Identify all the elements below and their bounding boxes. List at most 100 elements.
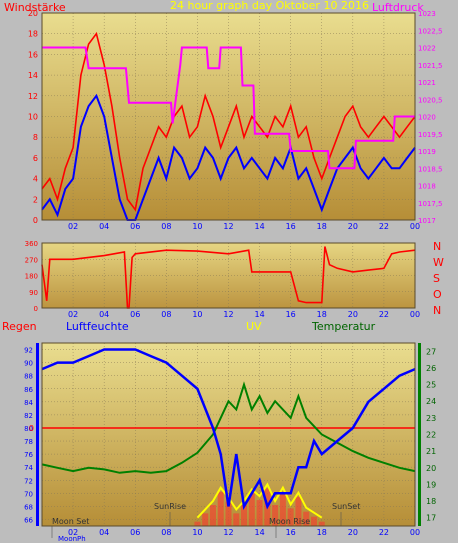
wind-tick-label: 8 bbox=[33, 133, 38, 142]
x-tick-label: 04 bbox=[99, 528, 109, 537]
sunrise-label: SunRise bbox=[154, 502, 186, 511]
solar-bar bbox=[233, 513, 240, 526]
humidity-tick-label: 76 bbox=[24, 451, 33, 459]
uv-line bbox=[196, 482, 323, 519]
temperature-tick-label: 19 bbox=[426, 480, 436, 489]
solar-bar bbox=[295, 496, 302, 526]
x-tick-label: 12 bbox=[223, 528, 233, 537]
temperature-tick-label: 18 bbox=[426, 497, 436, 506]
x-tick-label: 18 bbox=[317, 310, 327, 319]
humidity-title: Luftfeuchte bbox=[66, 320, 129, 333]
temperature-title: Temperatur bbox=[311, 320, 376, 333]
wind-tick-label: 18 bbox=[28, 30, 38, 39]
wind-tick-label: 10 bbox=[28, 113, 38, 122]
humidity-line bbox=[41, 348, 416, 511]
x-tick-label: 22 bbox=[379, 222, 389, 231]
temperature-tick-label: 20 bbox=[426, 464, 436, 473]
temperature-line bbox=[41, 381, 416, 474]
humidity-tick-label: 80 bbox=[24, 425, 33, 433]
direction-tick-label: 270 bbox=[25, 256, 38, 264]
pressure-tick-label: 1020 bbox=[418, 114, 436, 122]
wind-direction-line bbox=[41, 246, 416, 309]
x-tick-label: 08 bbox=[161, 222, 171, 231]
x-tick-label: 20 bbox=[348, 528, 358, 537]
wind-speed-line bbox=[41, 31, 416, 212]
humidity-tick-label: 70 bbox=[24, 490, 33, 498]
direction-tick-label: 90 bbox=[29, 289, 38, 297]
humidity-tick-label: 88 bbox=[24, 373, 33, 381]
wind-average-line bbox=[41, 93, 416, 221]
pressure-tick-label: 1020,5 bbox=[418, 96, 443, 104]
humidity-tick-label: 68 bbox=[24, 503, 33, 511]
x-tick-label: 02 bbox=[68, 222, 78, 231]
direction-label: O bbox=[433, 288, 442, 301]
wind-tick-label: 14 bbox=[28, 71, 38, 80]
x-tick-label: 06 bbox=[130, 528, 140, 537]
solar-bar bbox=[256, 500, 263, 526]
solar-bar bbox=[209, 505, 216, 526]
wind-tick-label: 2 bbox=[33, 195, 38, 204]
temperature-tick-label: 17 bbox=[426, 514, 436, 523]
pressure-tick-label: 1017 bbox=[418, 217, 436, 225]
direction-label: N bbox=[433, 240, 441, 253]
solar-bar bbox=[225, 501, 232, 526]
solar-bar bbox=[303, 511, 310, 526]
temperature-tick-label: 24 bbox=[426, 397, 436, 406]
humidity-tick-label: 78 bbox=[24, 438, 33, 446]
pressure-line bbox=[42, 46, 415, 170]
x-tick-label: 06 bbox=[130, 310, 140, 319]
wind-tick-label: 4 bbox=[33, 175, 38, 184]
humidity-tick-label: 74 bbox=[24, 464, 33, 472]
x-tick-label: 18 bbox=[317, 528, 327, 537]
temperature-axis-bar bbox=[418, 343, 421, 526]
x-tick-label: 16 bbox=[286, 222, 296, 231]
x-tick-label: 12 bbox=[223, 222, 233, 231]
x-tick-label: 06 bbox=[130, 222, 140, 231]
x-tick-label: 12 bbox=[223, 310, 233, 319]
pressure-tick-label: 1023 bbox=[418, 10, 436, 18]
x-tick-label: 04 bbox=[99, 222, 109, 231]
pressure-title: Luftdruck bbox=[372, 1, 424, 14]
x-tick-label: 02 bbox=[68, 528, 78, 537]
wind-title: Windstärke bbox=[4, 1, 66, 14]
humidity-tick-label: 90 bbox=[24, 360, 33, 368]
x-tick-label: 10 bbox=[192, 528, 202, 537]
solar-bar bbox=[202, 513, 209, 526]
uv-title: UV bbox=[246, 320, 262, 333]
x-tick-label: 22 bbox=[379, 528, 389, 537]
pressure-tick-label: 1022,5 bbox=[418, 27, 443, 35]
x-tick-label: 00 bbox=[410, 310, 420, 319]
wind-plot-frame bbox=[41, 12, 416, 221]
pressure-tick-label: 1019,5 bbox=[418, 131, 443, 139]
rain-value-label: 0 bbox=[29, 424, 34, 433]
wind-tick-label: 0 bbox=[33, 216, 38, 225]
humidity-tick-label: 86 bbox=[24, 386, 33, 394]
moonset-label: Moon Set bbox=[52, 517, 89, 526]
pressure-tick-label: 1018 bbox=[418, 183, 436, 191]
solar-bar bbox=[318, 521, 325, 526]
wind-tick-label: 12 bbox=[28, 92, 38, 101]
solar-bar bbox=[241, 505, 248, 526]
humidity-tick-label: 82 bbox=[24, 412, 33, 420]
x-tick-label: 10 bbox=[192, 310, 202, 319]
x-tick-label: 04 bbox=[99, 310, 109, 319]
x-tick-label: 10 bbox=[192, 222, 202, 231]
x-tick-label: 08 bbox=[161, 528, 171, 537]
solar-bar bbox=[194, 521, 201, 526]
temperature-tick-label: 26 bbox=[426, 364, 436, 373]
x-tick-label: 14 bbox=[254, 528, 264, 537]
temperature-tick-label: 23 bbox=[426, 414, 436, 423]
pressure-tick-label: 1019 bbox=[418, 148, 436, 156]
solar-bar bbox=[248, 493, 255, 526]
humidity-tick-label: 84 bbox=[24, 399, 33, 407]
direction-label: S bbox=[433, 272, 440, 285]
solar-bar bbox=[279, 491, 286, 526]
solar-bar bbox=[217, 491, 224, 526]
x-tick-label: 14 bbox=[254, 222, 264, 231]
humidity-tick-label: 72 bbox=[24, 477, 33, 485]
wind-tick-label: 6 bbox=[33, 154, 38, 163]
x-tick-label: 02 bbox=[68, 310, 78, 319]
x-tick-label: 20 bbox=[348, 222, 358, 231]
x-tick-label: 00 bbox=[410, 528, 420, 537]
